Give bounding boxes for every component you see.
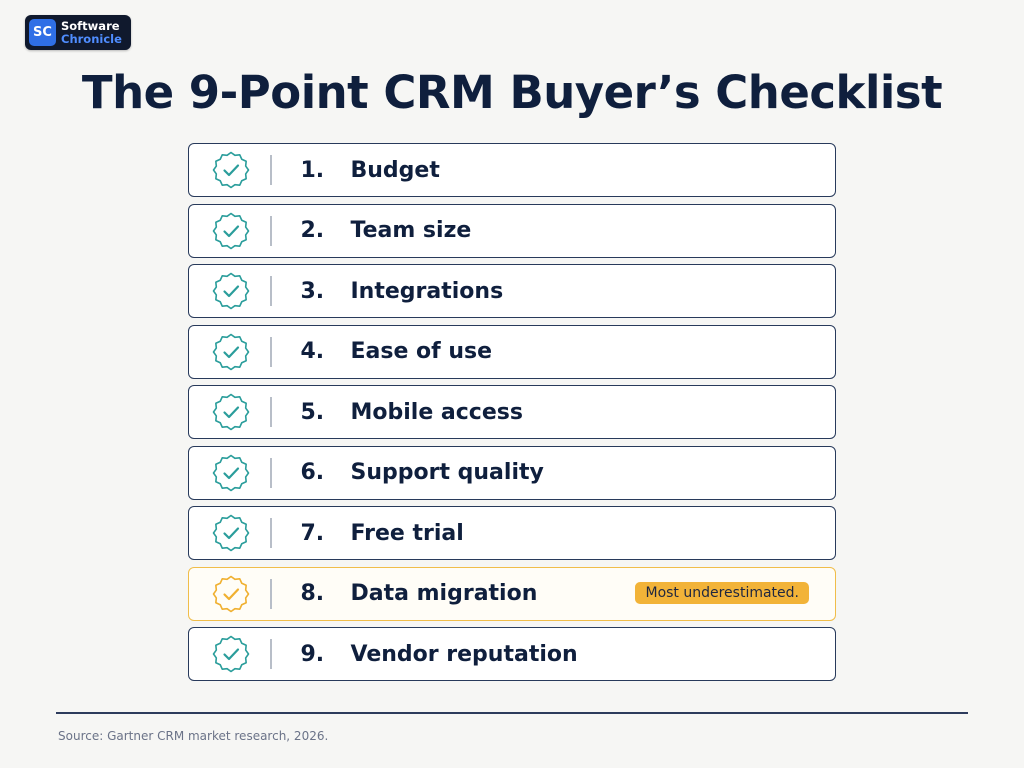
item-label: Team size (350, 218, 472, 243)
item-label: Budget (350, 157, 440, 183)
checklist-item: 3. Integrations (188, 264, 836, 318)
checklist: 1. Budget 2. Team size 3. Integrations 4… (188, 143, 836, 688)
check-badge-icon (212, 333, 250, 370)
item-label: Ease of use (350, 339, 493, 364)
item-divider (270, 578, 272, 609)
item-divider (270, 639, 272, 669)
item-number: 3. (300, 278, 325, 304)
item-number: 9. (300, 641, 325, 667)
item-number: 8. (300, 581, 325, 606)
logo-wordmark: Software Chronicle (61, 18, 122, 46)
item-label: Support quality (350, 460, 544, 485)
item-label: Free trial (350, 520, 464, 546)
checklist-item: 9. Vendor reputation (188, 627, 836, 681)
item-number: 5. (300, 399, 325, 425)
item-divider (270, 518, 272, 548)
checklist-item-highlighted: 8. Data migration Most underestimated. (188, 566, 836, 621)
checklist-item: 6. Support quality (188, 445, 836, 500)
item-divider (270, 397, 272, 427)
page-title: The 9-Point CRM Buyer’s Checklist (81, 66, 943, 119)
item-divider (270, 215, 272, 246)
item-label: Data migration (350, 581, 538, 606)
checklist-item: 1. Budget (188, 143, 836, 197)
callout-badge: Most underestimated. (635, 581, 809, 604)
source-note: Source: Gartner CRM market research, 202… (58, 729, 329, 743)
item-number: 6. (300, 460, 325, 485)
item-label: Mobile access (350, 399, 523, 425)
logo-badge: SC (29, 19, 56, 46)
checklist-item: 2. Team size (188, 203, 836, 258)
brand-logo: SC Software Chronicle (25, 15, 131, 50)
item-label: Integrations (350, 278, 504, 304)
check-badge-icon (212, 454, 250, 491)
logo-line-2: Chronicle (61, 31, 122, 46)
check-badge-icon (212, 272, 250, 310)
item-number: 1. (300, 157, 325, 183)
check-badge-icon (212, 393, 250, 431)
item-number: 4. (300, 339, 325, 364)
item-divider (270, 457, 272, 488)
logo-line-1: Software (61, 18, 120, 33)
checklist-item: 5. Mobile access (188, 385, 836, 439)
check-badge-icon (212, 514, 250, 552)
item-divider (270, 336, 272, 367)
check-badge-icon (212, 212, 250, 249)
check-badge-icon (212, 575, 250, 612)
item-label: Vendor reputation (350, 641, 578, 667)
item-number: 7. (300, 520, 325, 546)
checklist-item: 4. Ease of use (188, 324, 836, 379)
item-number: 2. (300, 218, 325, 243)
checklist-item: 7. Free trial (188, 506, 836, 560)
check-badge-icon (212, 151, 250, 189)
item-divider (270, 155, 272, 185)
item-divider (270, 276, 272, 306)
check-badge-icon (212, 635, 250, 673)
footer-divider (56, 712, 968, 714)
